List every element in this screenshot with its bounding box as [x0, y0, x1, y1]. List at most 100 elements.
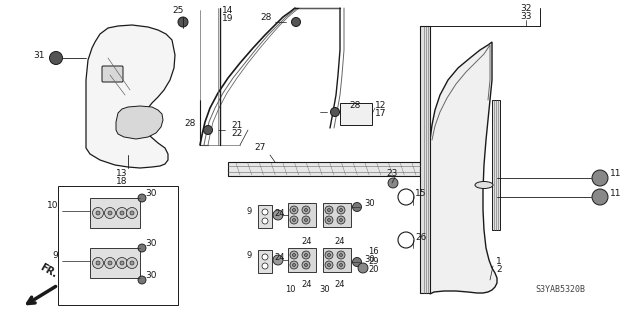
Text: 9: 9 — [247, 251, 252, 261]
Text: 21: 21 — [232, 122, 243, 130]
Text: 20: 20 — [368, 265, 378, 275]
Polygon shape — [288, 203, 316, 227]
Circle shape — [292, 209, 296, 211]
Text: 9: 9 — [52, 250, 58, 259]
Text: 30: 30 — [320, 285, 330, 294]
Text: 9: 9 — [247, 206, 252, 216]
Text: 28: 28 — [184, 118, 196, 128]
Circle shape — [339, 254, 342, 256]
Circle shape — [292, 219, 296, 221]
Circle shape — [262, 263, 268, 269]
Circle shape — [328, 263, 330, 266]
Text: 18: 18 — [116, 177, 128, 186]
Circle shape — [398, 232, 414, 248]
Bar — [228, 162, 420, 176]
Circle shape — [388, 178, 398, 188]
Circle shape — [330, 108, 339, 116]
Text: S3YAB5320B: S3YAB5320B — [535, 286, 585, 294]
Circle shape — [108, 211, 112, 215]
Circle shape — [337, 251, 345, 259]
Circle shape — [104, 207, 115, 219]
Text: 32: 32 — [520, 4, 532, 13]
Text: 10: 10 — [47, 201, 58, 210]
Text: 12: 12 — [375, 100, 387, 109]
Polygon shape — [430, 42, 497, 294]
Circle shape — [339, 209, 342, 211]
Text: 11: 11 — [610, 189, 621, 197]
Circle shape — [116, 257, 127, 269]
Text: 16: 16 — [368, 248, 379, 256]
Circle shape — [398, 189, 414, 205]
Text: 17: 17 — [375, 108, 387, 117]
Circle shape — [93, 257, 104, 269]
Circle shape — [302, 251, 310, 259]
Circle shape — [138, 244, 146, 252]
Circle shape — [292, 254, 296, 256]
Text: 30: 30 — [364, 255, 374, 263]
Text: 24: 24 — [335, 237, 345, 246]
Text: 28: 28 — [349, 100, 360, 109]
Ellipse shape — [475, 182, 493, 189]
Text: 11: 11 — [610, 169, 621, 179]
Circle shape — [178, 17, 188, 27]
Polygon shape — [90, 198, 140, 228]
Polygon shape — [86, 25, 175, 168]
Circle shape — [273, 210, 283, 220]
Circle shape — [262, 218, 268, 224]
Text: 15: 15 — [415, 189, 426, 197]
Polygon shape — [90, 248, 140, 278]
Circle shape — [305, 254, 307, 256]
Polygon shape — [323, 248, 351, 272]
Text: 13: 13 — [116, 169, 128, 178]
Text: 33: 33 — [520, 12, 532, 21]
Circle shape — [127, 207, 138, 219]
Circle shape — [127, 257, 138, 269]
Circle shape — [302, 261, 310, 269]
Text: 23: 23 — [387, 169, 398, 179]
Circle shape — [116, 207, 127, 219]
FancyBboxPatch shape — [102, 66, 123, 82]
Circle shape — [325, 206, 333, 214]
Circle shape — [273, 255, 283, 265]
Bar — [340, 103, 372, 125]
Circle shape — [290, 261, 298, 269]
Circle shape — [204, 125, 212, 135]
Circle shape — [328, 219, 330, 221]
Polygon shape — [492, 100, 500, 230]
Text: 10: 10 — [285, 285, 295, 294]
Circle shape — [130, 211, 134, 215]
Circle shape — [290, 206, 298, 214]
Text: 24: 24 — [335, 280, 345, 289]
Circle shape — [93, 207, 104, 219]
Circle shape — [358, 263, 368, 273]
Text: 24: 24 — [301, 237, 312, 246]
Text: 27: 27 — [254, 144, 266, 152]
Polygon shape — [323, 203, 351, 227]
Text: 14: 14 — [222, 6, 234, 15]
Text: 24: 24 — [274, 254, 285, 263]
Text: 28: 28 — [260, 13, 272, 23]
Circle shape — [302, 216, 310, 224]
Polygon shape — [116, 106, 163, 139]
Circle shape — [290, 216, 298, 224]
Text: 24: 24 — [274, 209, 285, 218]
Circle shape — [328, 209, 330, 211]
Circle shape — [337, 261, 345, 269]
Circle shape — [337, 216, 345, 224]
Text: 30: 30 — [145, 189, 157, 198]
Circle shape — [290, 251, 298, 259]
Text: 19: 19 — [222, 14, 234, 23]
Text: 2: 2 — [496, 265, 502, 275]
Circle shape — [325, 251, 333, 259]
Text: 26: 26 — [415, 233, 426, 241]
Text: FR.: FR. — [38, 262, 58, 280]
Bar — [58, 186, 178, 305]
Polygon shape — [258, 250, 272, 273]
Text: 22: 22 — [232, 130, 243, 138]
Circle shape — [353, 257, 362, 266]
Circle shape — [291, 18, 301, 26]
Circle shape — [302, 206, 310, 214]
Circle shape — [262, 209, 268, 215]
Circle shape — [130, 261, 134, 265]
Circle shape — [138, 276, 146, 284]
